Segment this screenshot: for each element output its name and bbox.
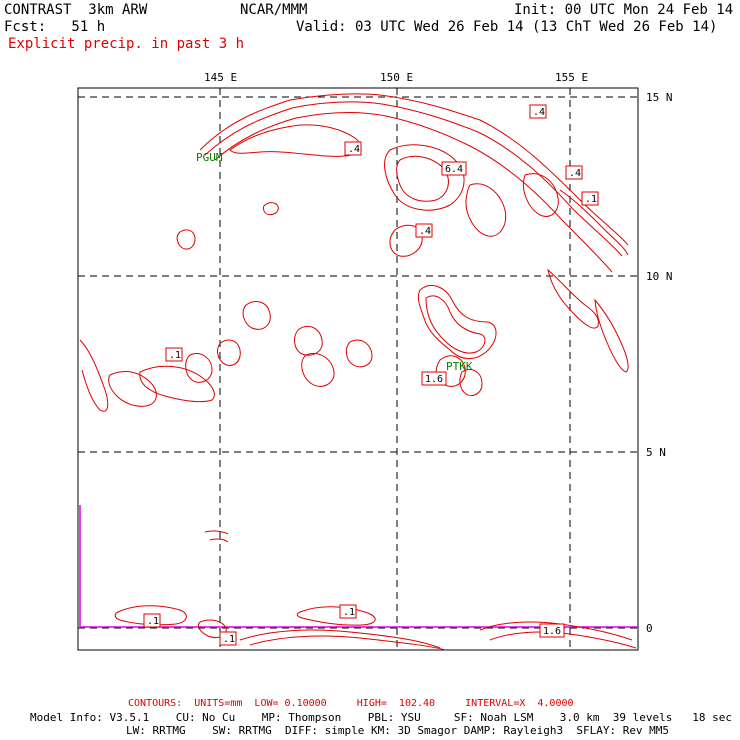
- contour-south-cell-5: [209, 538, 229, 543]
- contour-east-cell-1: [547, 268, 599, 329]
- contour-label-text: 1.6: [425, 374, 443, 385]
- contour-label-text: 1.6: [543, 626, 561, 637]
- contour-label-7: .1: [165, 347, 183, 362]
- contour-east-band: [559, 189, 629, 256]
- contour-label-text: .4: [348, 144, 360, 155]
- contour-label-text: .4: [419, 226, 431, 237]
- contour-west-cell-6: [185, 353, 213, 383]
- lon-label-145: 145 E: [204, 71, 237, 84]
- lon-label-155: 155 E: [555, 71, 588, 84]
- contour-west-cell-3: [301, 353, 335, 387]
- contour-cell-3: [465, 183, 507, 237]
- contour-far-west-3: [139, 365, 215, 403]
- lon-label-150: 150 E: [380, 71, 413, 84]
- contour-label-text: .4: [569, 168, 581, 179]
- contour-label-1: .4: [344, 141, 362, 156]
- model-title: CONTRAST 3km ARW: [4, 2, 148, 18]
- contour-label-3: 6.4: [441, 161, 467, 176]
- precip-contours: [79, 93, 637, 651]
- contour-far-west-1: [79, 339, 109, 412]
- contour-south-band-2: [249, 635, 447, 651]
- contour-cell-2: [384, 144, 465, 211]
- contour-west-cell-7: [176, 229, 196, 250]
- contour-labels: .4 .4 6.4 .4 .4 .1 .1 1.6 .1 .1 .1 1.6: [143, 104, 599, 646]
- station-pgum: PGUM: [196, 151, 223, 164]
- contour-west-cell-4: [345, 339, 373, 368]
- contour-west-cell-5: [217, 339, 241, 366]
- model-info-line1: Model Info: V3.5.1 CU: No Cu MP: Thompso…: [30, 711, 732, 724]
- contour-label-text: .1: [147, 616, 159, 627]
- organization-label: NCAR/MMM: [240, 2, 308, 18]
- contour-south-cell-3: [296, 606, 376, 626]
- contour-label-10: .1: [339, 604, 357, 619]
- contour-north-band-1: [199, 93, 629, 246]
- contour-south-band-1: [239, 629, 441, 649]
- contour-cell-1: [229, 124, 361, 157]
- contour-central-cell-3: [459, 369, 483, 397]
- domain-boundary: [79, 505, 638, 628]
- map-frame: [77, 87, 639, 651]
- contour-label-text: .4: [533, 107, 545, 118]
- contour-west-cell-1: [242, 301, 271, 330]
- station-ptkk: PTKK: [446, 360, 473, 373]
- contour-west-cell-8: [262, 202, 279, 216]
- contour-label-5: .4: [565, 165, 583, 180]
- init-time: Init: 00 UTC Mon 24 Feb 14: [514, 2, 734, 18]
- contours-info: CONTOURS: UNITS=mm LOW= 0.10000 HIGH= 10…: [128, 698, 574, 709]
- contour-label-text: .1: [343, 607, 355, 618]
- contour-label-text: .1: [169, 350, 181, 361]
- contour-south-cell-4: [204, 530, 229, 535]
- lat-label-10n: 10 N: [646, 270, 673, 283]
- contour-label-8: 1.6: [421, 371, 447, 386]
- field-title: Explicit precip. in past 3 h: [8, 36, 245, 52]
- contour-cell-2b: [396, 155, 449, 202]
- contour-north-band-3: [214, 111, 613, 273]
- forecast-hour: Fcst: 51 h: [4, 19, 106, 35]
- contour-south-band-4: [489, 631, 637, 649]
- contour-label-12: 1.6: [539, 623, 565, 638]
- contour-south-cell-1: [114, 605, 187, 626]
- contour-label-9: .1: [143, 613, 161, 628]
- lat-label-15n: 15 N: [646, 91, 673, 104]
- contour-west-cell-2: [294, 325, 323, 356]
- contour-north-band-2: [204, 101, 623, 257]
- contour-cell-4: [523, 173, 559, 217]
- lat-label-5n: 5 N: [646, 446, 666, 459]
- contour-label-4: .4: [415, 223, 433, 238]
- contour-label-2: .4: [529, 104, 547, 119]
- contour-label-text: .1: [223, 634, 235, 645]
- contour-cell-5: [389, 224, 423, 257]
- valid-time: Valid: 03 UTC Wed 26 Feb 14 (13 ChT Wed …: [296, 19, 718, 35]
- contour-label-6: .1: [581, 191, 599, 206]
- contour-central-cell-1: [417, 285, 497, 359]
- contour-label-11: .1: [219, 631, 237, 646]
- contour-central-cell-1b: [425, 295, 486, 354]
- contour-label-text: 6.4: [445, 164, 463, 175]
- lat-label-0: 0: [646, 622, 653, 635]
- model-info-line2: LW: RRTMG SW: RRTMG DIFF: simple KM: 3D …: [126, 724, 670, 737]
- lat-lon-grid: [78, 88, 638, 650]
- contour-east-cell-2: [594, 298, 629, 373]
- contour-label-text: .1: [585, 194, 597, 205]
